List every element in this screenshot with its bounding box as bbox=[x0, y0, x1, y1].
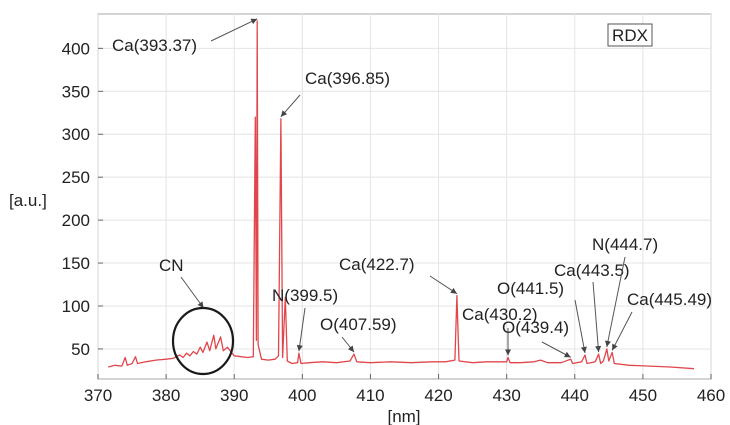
annotation-arrow bbox=[180, 276, 204, 309]
x-tick-label: 410 bbox=[356, 386, 384, 405]
x-tick-label: 400 bbox=[288, 386, 316, 405]
annotation-label: Ca(430.2) bbox=[462, 305, 538, 324]
x-tick-label: 430 bbox=[492, 386, 520, 405]
x-tick-label: 390 bbox=[220, 386, 248, 405]
y-tick-label: 200 bbox=[62, 211, 90, 230]
legend: RDX bbox=[607, 23, 653, 47]
legend-label: RDX bbox=[612, 26, 648, 45]
x-tick-label: 450 bbox=[629, 386, 657, 405]
plot-frame bbox=[97, 13, 712, 380]
x-tick-label: 420 bbox=[424, 386, 452, 405]
annotation-arrowhead bbox=[197, 301, 204, 308]
annotations: Ca(393.37) Ca(396.85) N(399.5) O(407.59) Ca(… bbox=[112, 18, 712, 358]
series-layer bbox=[108, 20, 695, 370]
annotation-arrowhead bbox=[250, 18, 258, 25]
annotation-arrowhead bbox=[595, 345, 602, 353]
annotation-arrowhead bbox=[296, 344, 303, 352]
annotation-arrow bbox=[606, 256, 626, 348]
annotation-label: O(439.4) bbox=[502, 318, 569, 337]
y-tick-label: 100 bbox=[62, 297, 90, 316]
annotation-label: Ca(396.85) bbox=[305, 69, 390, 88]
y-tick-label: 350 bbox=[62, 82, 90, 101]
annotation-label: O(407.59) bbox=[320, 315, 397, 334]
annotation-arrow bbox=[298, 307, 306, 352]
y-tick-label: 250 bbox=[62, 168, 90, 187]
cn-circle-marker bbox=[171, 306, 235, 376]
annotation-arrow bbox=[611, 311, 633, 351]
annotation-label: N(444.7) bbox=[592, 235, 658, 254]
annotation-arrowhead bbox=[605, 340, 611, 347]
annotation-label: Ca(422.7) bbox=[339, 255, 415, 274]
x-tick-label: 380 bbox=[152, 386, 180, 405]
annotation-arrowhead bbox=[612, 343, 618, 351]
annotation-label: Ca(393.37) bbox=[112, 36, 197, 55]
annotation-arrow bbox=[574, 299, 586, 354]
annotation-arrowhead bbox=[563, 351, 571, 358]
annotation-arrowhead bbox=[280, 110, 288, 117]
annotation-arrowhead bbox=[580, 346, 587, 353]
annotation-arrowhead bbox=[505, 349, 512, 356]
axis-ticks: 370 380 390 400 410 420 430 440 450 460 50 100 150 20… bbox=[62, 39, 726, 405]
x-axis-label: [nm] bbox=[387, 407, 420, 425]
legend-box bbox=[607, 23, 653, 47]
annotation-label: N(399.5) bbox=[272, 286, 338, 305]
y-axis-label: [a.u.] bbox=[9, 191, 47, 210]
y-tick-label: 50 bbox=[71, 340, 90, 359]
annotation-arrow bbox=[592, 281, 600, 353]
annotation-label: CN bbox=[159, 256, 184, 275]
annotation-arrow bbox=[210, 18, 258, 42]
series-line bbox=[108, 20, 695, 370]
annotation-arrowhead bbox=[450, 287, 457, 294]
x-tick-label: 370 bbox=[84, 386, 112, 405]
x-tick-label: 440 bbox=[561, 386, 589, 405]
x-tick-label: 460 bbox=[697, 386, 725, 405]
annotation-label: O(441.5) bbox=[497, 279, 564, 298]
y-tick-label: 300 bbox=[62, 125, 90, 144]
y-tick-label: 400 bbox=[62, 39, 90, 58]
y-tick-label: 150 bbox=[62, 254, 90, 273]
annotation-arrowhead bbox=[347, 345, 355, 353]
annotation-label: Ca(443.5) bbox=[554, 261, 630, 280]
annotation-label: Ca(445.49) bbox=[627, 290, 712, 309]
